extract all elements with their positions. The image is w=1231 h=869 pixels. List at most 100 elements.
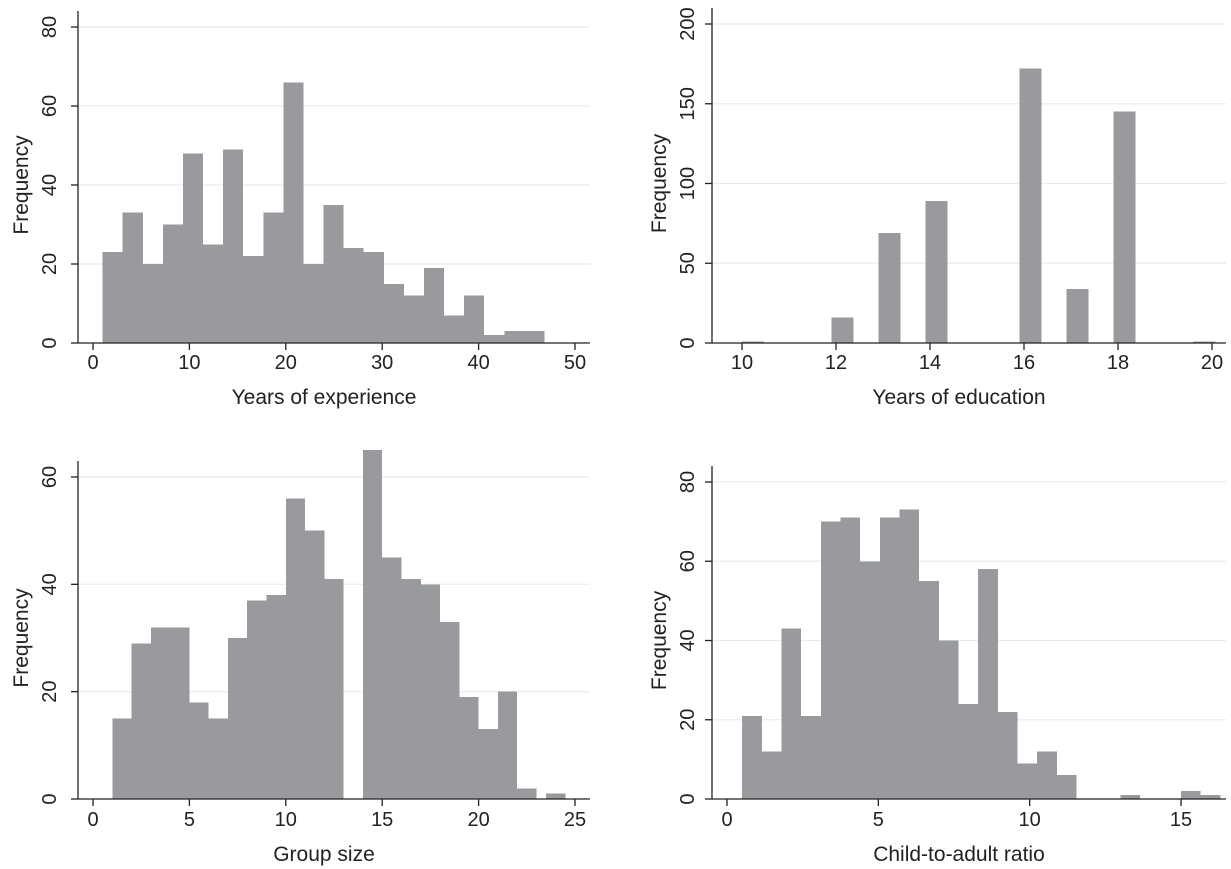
y-tick-label: 40 — [677, 629, 699, 651]
histogram-bar — [1066, 288, 1089, 343]
histogram-bar — [497, 691, 518, 799]
histogram-bar — [440, 621, 460, 799]
histogram-bar — [1181, 791, 1201, 799]
histogram-bar — [1193, 341, 1216, 343]
histogram-bar — [305, 530, 325, 799]
histogram-bar — [420, 584, 441, 799]
histogram-bar — [162, 224, 183, 343]
y-tick-label: 0 — [39, 337, 61, 348]
histogram-bar — [247, 600, 267, 799]
x-tick-label: 12 — [825, 352, 847, 374]
histogram-panel-4: 0 5 10 15 0 20 40 60 80 Child-to-adult ratio Frequ… — [648, 466, 1226, 866]
histogram-bar — [266, 595, 286, 799]
histogram-bar — [1037, 751, 1057, 799]
histogram-bar — [978, 569, 998, 799]
y-tick-label: 200 — [677, 7, 699, 40]
histogram-bar — [122, 212, 143, 343]
y-tick-label: 0 — [677, 793, 699, 804]
x-tick-label: 10 — [731, 352, 753, 374]
x-tick-label: 10 — [178, 352, 200, 374]
histogram-bar — [283, 82, 304, 344]
x-tick-label: 40 — [467, 352, 489, 374]
y-tick-label: 80 — [677, 471, 699, 493]
x-axis-label: Years of education — [872, 386, 1045, 409]
x-tick-label: 0 — [87, 809, 98, 831]
histogram-bar — [150, 627, 171, 799]
histogram-bar — [997, 711, 1018, 799]
histogram-bar — [343, 248, 364, 343]
x-tick-label: 5 — [873, 809, 884, 831]
histogram-bar — [831, 317, 854, 343]
histogram-bar — [1017, 763, 1038, 799]
histogram-bar — [423, 267, 445, 343]
histogram-bar — [958, 703, 979, 799]
y-tick-label: 80 — [39, 16, 61, 38]
histogram-bar — [925, 201, 948, 343]
histogram-bar — [919, 581, 939, 799]
y-tick-label: 20 — [39, 681, 61, 703]
histogram-bar — [383, 283, 404, 343]
histogram-bar — [362, 450, 383, 799]
histogram-bar — [761, 751, 782, 799]
histogram-panel-3: 0 5 10 15 20 25 0 20 40 60 Group size Frequency — [10, 450, 590, 866]
histogram-bar — [243, 256, 264, 343]
histogram-bar — [263, 212, 284, 343]
histogram-bar — [323, 204, 344, 343]
x-tick-label: 20 — [467, 809, 489, 831]
histogram-bar — [227, 638, 248, 799]
x-tick-label: 0 — [721, 809, 732, 831]
histogram-bar — [142, 264, 163, 343]
x-tick-label: 5 — [184, 809, 195, 831]
y-tick-label: 20 — [677, 709, 699, 731]
histogram-bar — [742, 715, 762, 799]
histogram-bar — [208, 718, 228, 799]
y-tick-label: 50 — [677, 252, 699, 274]
y-tick-label: 60 — [39, 95, 61, 117]
x-tick-label: 10 — [275, 809, 297, 831]
histogram-bar — [459, 697, 479, 799]
histogram-bar — [840, 517, 861, 799]
histogram-bar — [464, 295, 485, 343]
histogram-bar — [781, 628, 802, 799]
histogram-bar — [879, 517, 900, 799]
histogram-bar — [223, 149, 244, 343]
histogram-bar — [203, 244, 224, 343]
histogram-bar — [363, 252, 384, 343]
x-tick-label: 18 — [1107, 352, 1129, 374]
histogram-bar — [478, 729, 498, 799]
histogram-bar — [524, 331, 545, 343]
histogram-bar — [112, 718, 132, 799]
histogram-bar — [1120, 795, 1141, 799]
x-tick-label: 16 — [1013, 352, 1035, 374]
histogram-bar — [517, 788, 537, 799]
histogram-bar — [189, 702, 209, 799]
histogram-bar — [899, 509, 920, 799]
histogram-bar — [504, 331, 525, 343]
y-tick-label: 0 — [677, 337, 699, 348]
histogram-bar — [801, 715, 821, 799]
x-tick-label: 20 — [275, 352, 297, 374]
histogram-bar — [131, 643, 151, 799]
y-axis-label: Frequency — [10, 135, 33, 235]
histogram-bar — [303, 264, 324, 343]
x-tick-label: 20 — [1201, 352, 1223, 374]
y-tick-label: 60 — [39, 466, 61, 488]
histogram-bar — [742, 341, 765, 343]
y-axis-label: Frequency — [10, 588, 33, 688]
histogram-bar — [444, 315, 465, 343]
x-axis-label: Group size — [273, 843, 375, 866]
y-tick-label: 60 — [677, 550, 699, 572]
histogram-bar — [878, 232, 901, 343]
x-tick-label: 15 — [371, 809, 393, 831]
histogram-bar — [324, 578, 344, 799]
x-axis-label: Years of experience — [232, 386, 417, 409]
histogram-bar — [403, 295, 424, 343]
y-tick-label: 40 — [39, 174, 61, 196]
histogram-bar — [1056, 775, 1077, 799]
y-tick-label: 0 — [39, 793, 61, 804]
histogram-bar — [382, 557, 402, 799]
x-tick-label: 15 — [1170, 809, 1192, 831]
histogram-bar — [182, 153, 204, 343]
histogram-panel-1: 0 10 20 30 40 50 0 20 40 60 80 Years of experience F… — [10, 11, 590, 409]
histogram-bar — [170, 627, 190, 799]
